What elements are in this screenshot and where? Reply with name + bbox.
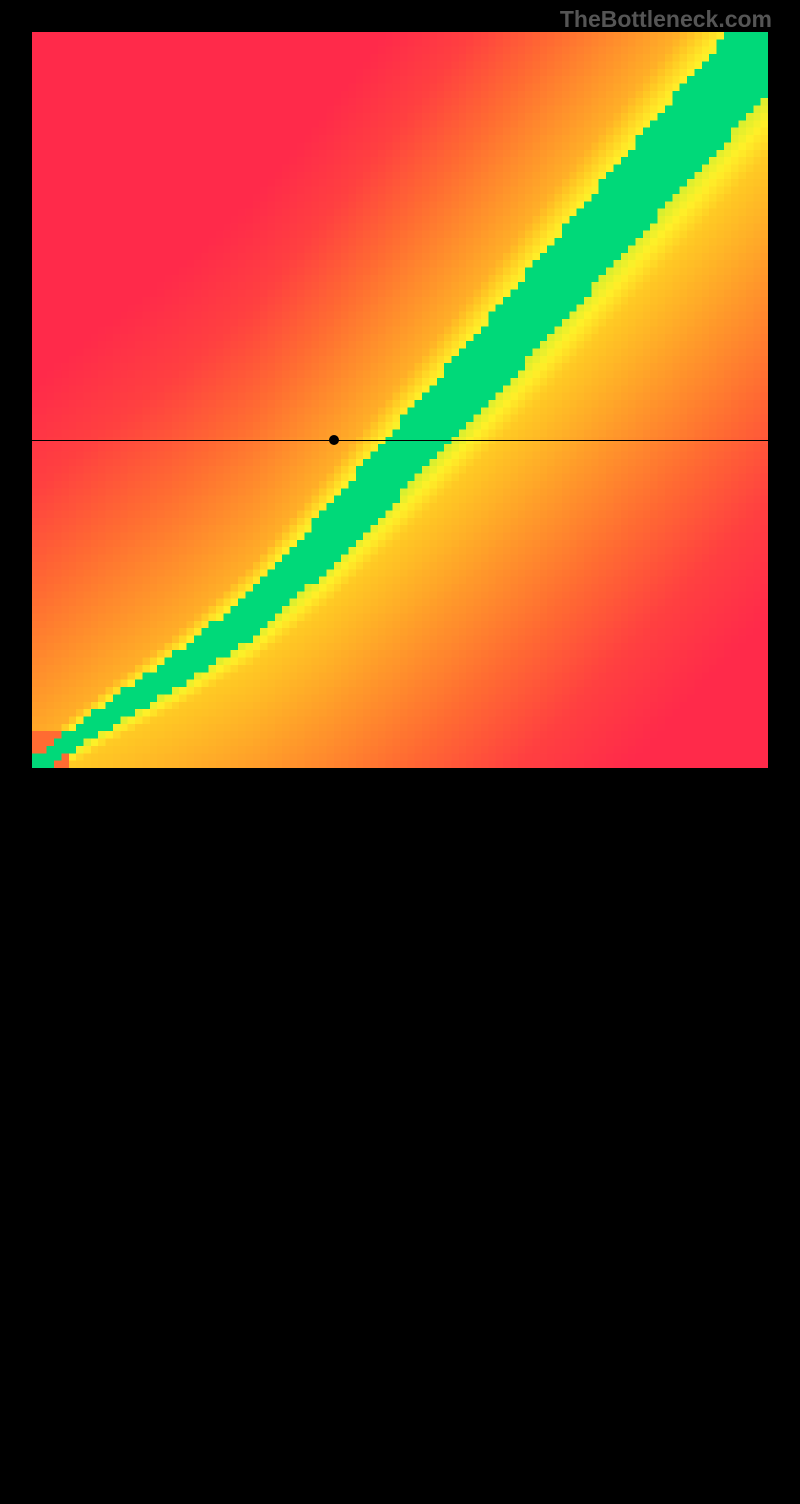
crosshair-horizontal <box>32 440 768 441</box>
crosshair-vertical <box>334 768 335 1504</box>
watermark-label: TheBottleneck.com <box>560 6 772 33</box>
heatmap-plot <box>32 32 768 768</box>
heatmap-canvas <box>32 32 768 768</box>
data-point-marker <box>329 435 339 445</box>
